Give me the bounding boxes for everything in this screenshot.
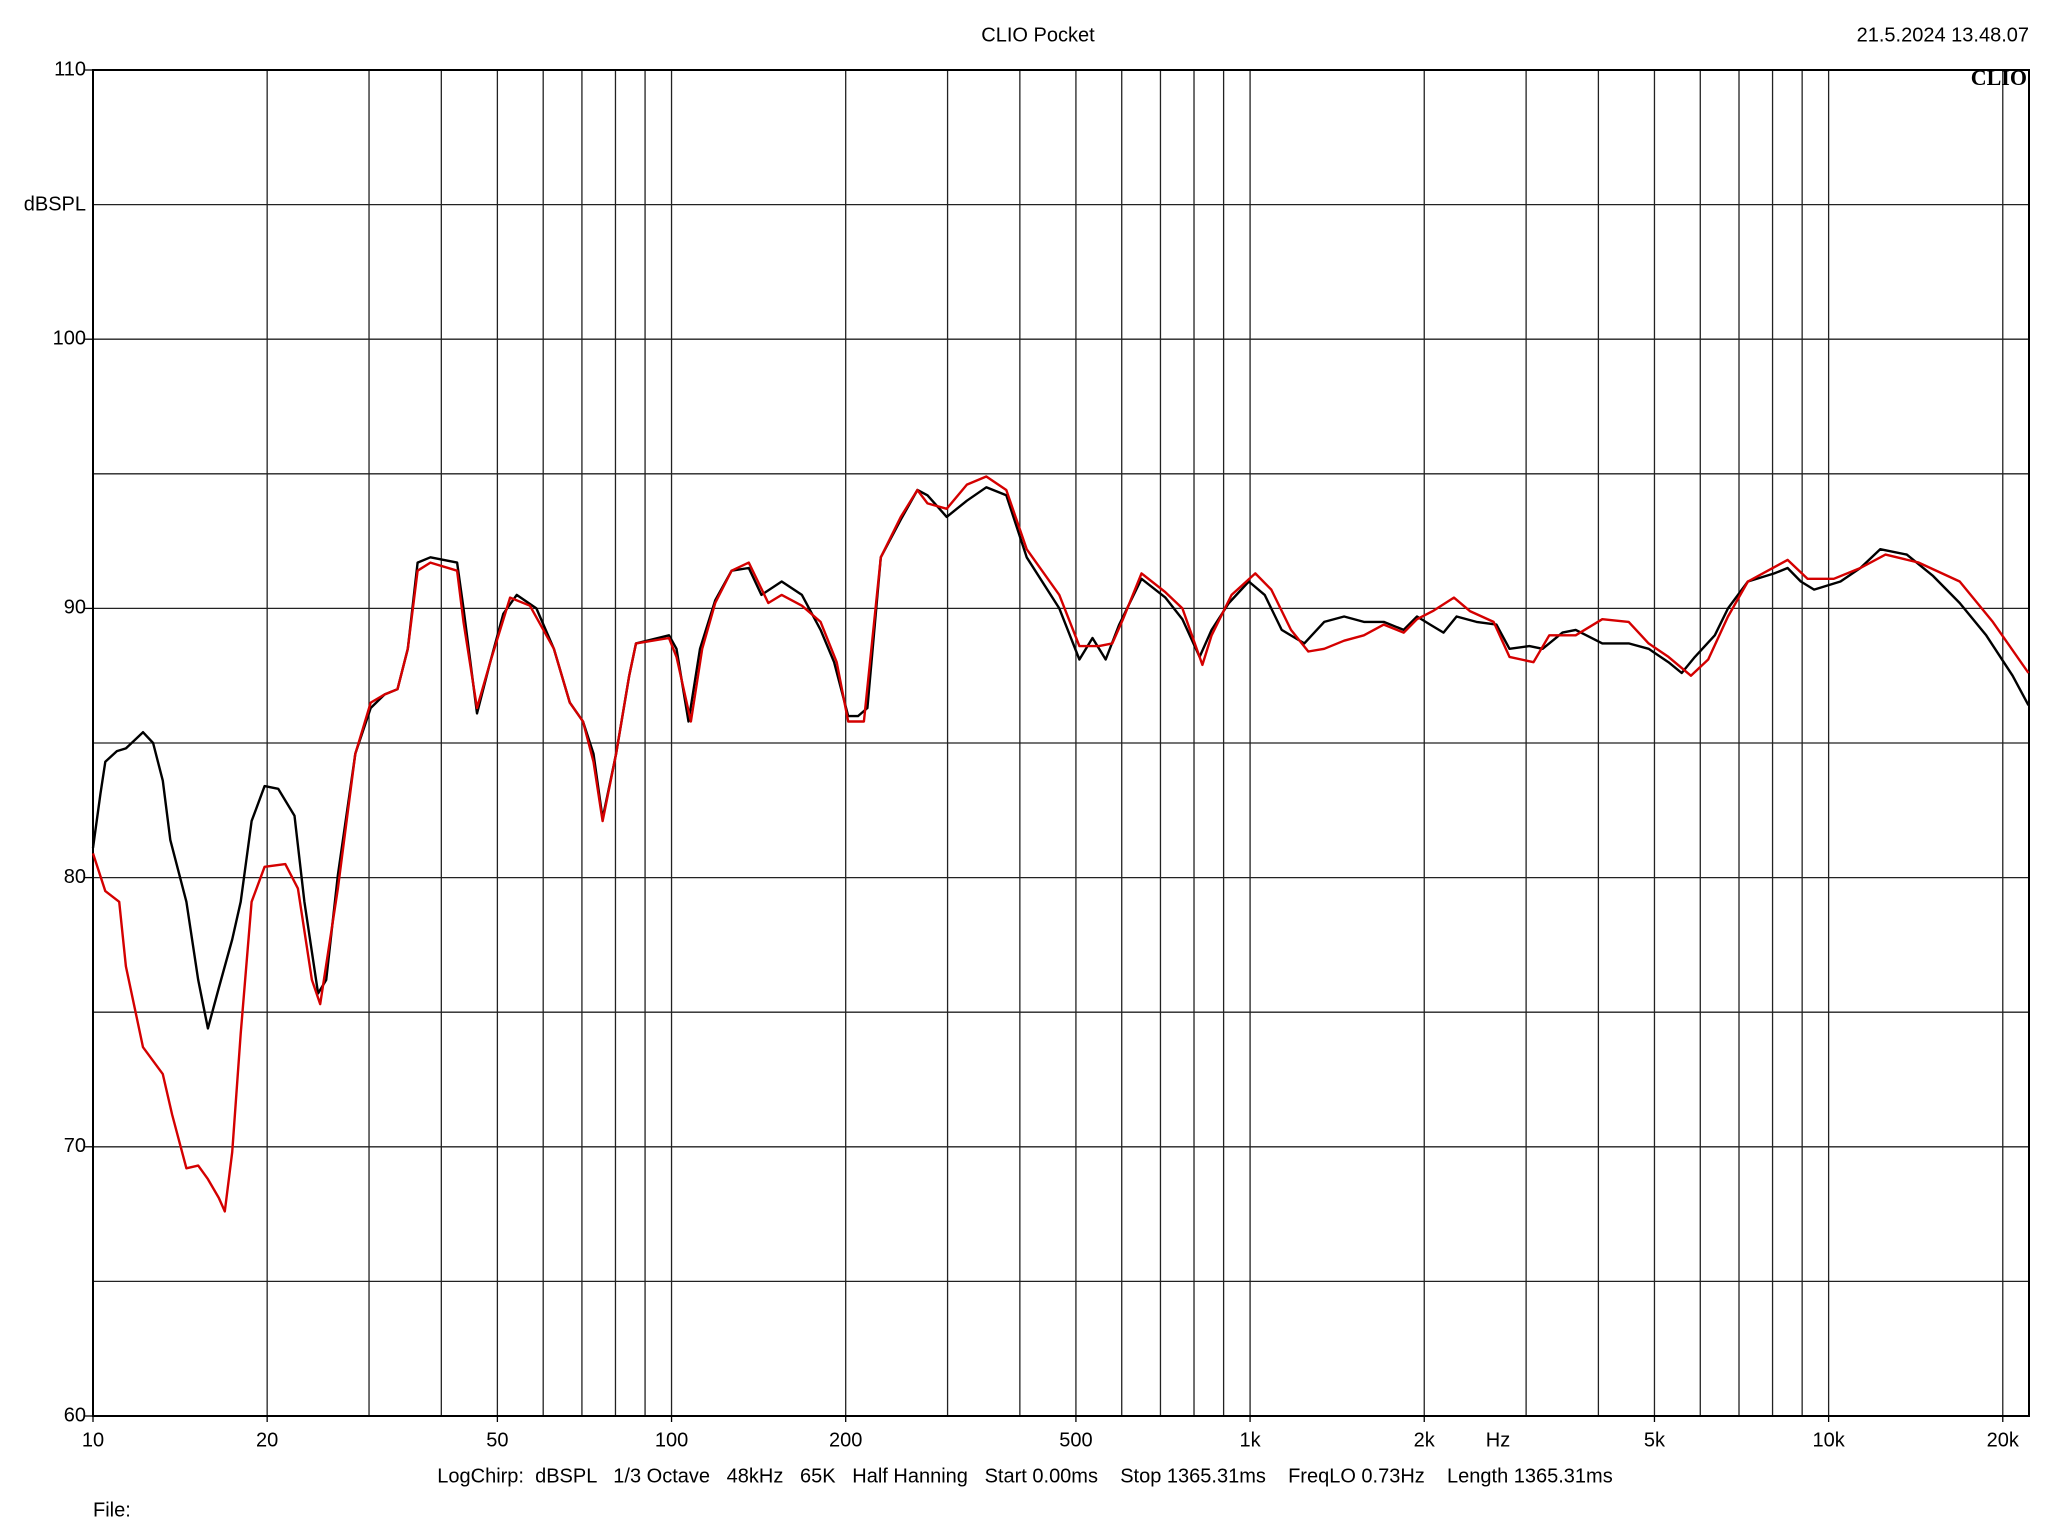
x-tick-label: 2k [1414,1429,1436,1451]
x-tick-label: 20 [256,1429,278,1451]
x-tick-label: 10 [82,1429,104,1451]
footer: LogChirp: dBSPL 1/3 Octave 48kHz 65K Hal… [437,1465,1612,1487]
x-tick-label: 50 [486,1429,508,1451]
x-tick-label: 1k [1240,1429,1262,1451]
plot-frame [92,69,2030,1417]
timestamp: 21.5.2024 13.48.07 [1857,24,2029,46]
x-tick-label: 10k [1812,1429,1845,1451]
x-tick-label: 20k [1987,1429,2020,1451]
series-line [91,486,2030,1030]
y-tick-label: 70 [64,1135,86,1157]
y-tick-label: 60 [64,1404,86,1426]
file-label: File: [93,1499,131,1521]
y-tick-label: 110 [54,58,86,80]
x-tick-label: 200 [829,1429,862,1451]
y-axis-label: dBSPL [24,193,86,215]
y-tick-label: 90 [64,597,86,619]
logo: CLIO [1971,65,2027,90]
x-tick-label: 100 [655,1429,688,1451]
x-tick-label: 500 [1059,1429,1092,1451]
y-tick-label: 100 [53,327,86,349]
x-axis-label: Hz [1486,1429,1510,1451]
chart-title: CLIO Pocket [981,24,1095,46]
y-tick-label: 80 [64,866,86,888]
x-tick-label: 5k [1644,1429,1666,1451]
series-line [91,475,2030,1213]
